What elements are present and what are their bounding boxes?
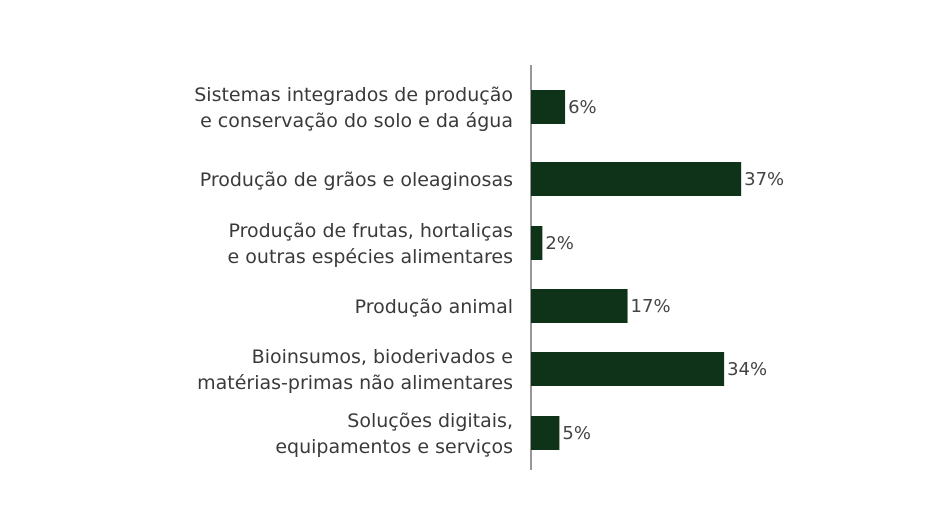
data-label: 34% <box>727 359 767 380</box>
data-label: 17% <box>631 296 671 317</box>
data-label: 2% <box>545 233 574 254</box>
bar <box>531 162 742 196</box>
category-label: Bioinsumos, bioderivados e <box>252 346 513 368</box>
data-label: 37% <box>744 169 784 190</box>
category-label: matérias-primas não alimentares <box>197 372 513 394</box>
data-label: 5% <box>562 423 591 444</box>
category-label: Sistemas integrados de produção <box>194 84 513 106</box>
category-label: e conservação do solo e da água <box>200 110 513 132</box>
category-label: Produção animal <box>355 296 513 318</box>
bar <box>531 352 725 386</box>
bar <box>531 90 566 124</box>
category-label: equipamentos e serviços <box>275 436 513 458</box>
bar <box>531 226 543 260</box>
bar <box>531 289 628 323</box>
category-label: Produção de grãos e oleaginosas <box>200 169 513 191</box>
category-label: Soluções digitais, <box>347 410 513 432</box>
bar <box>531 416 560 450</box>
category-label: e outras espécies alimentares <box>228 246 513 268</box>
category-label: Produção de frutas, hortaliças <box>228 220 513 242</box>
data-label: 6% <box>568 97 597 118</box>
